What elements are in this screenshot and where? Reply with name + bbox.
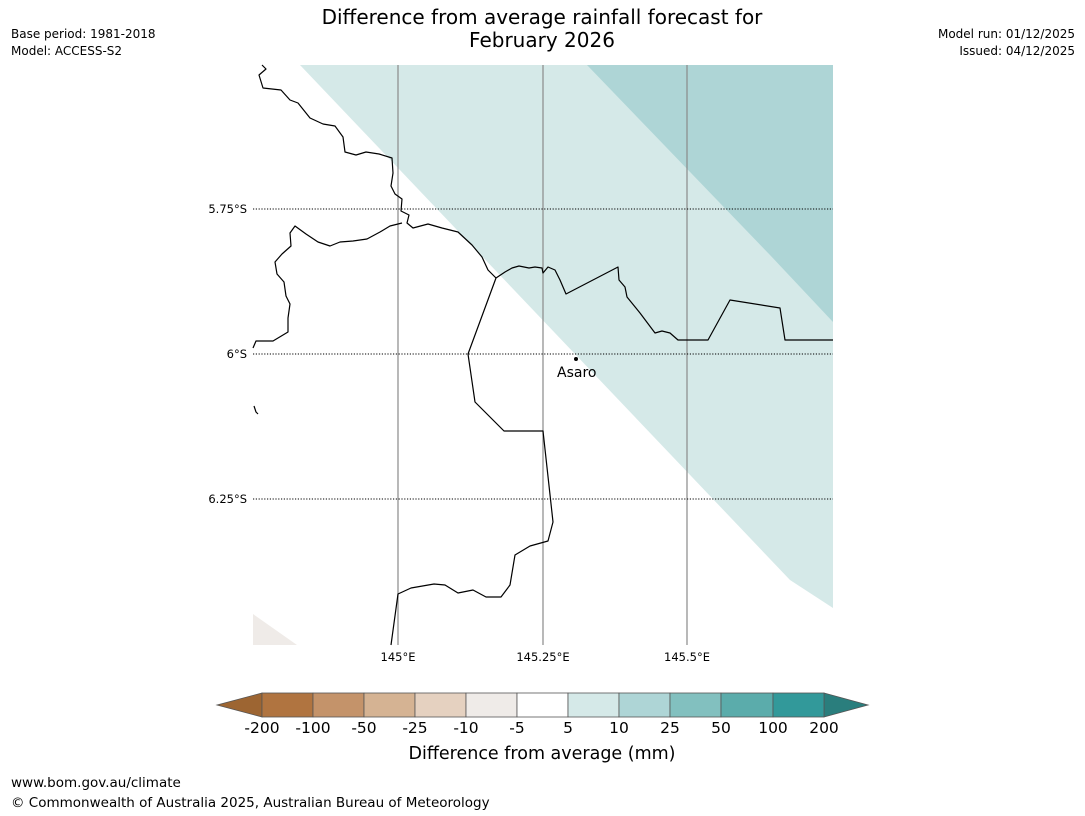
colorbar-tick: -200	[244, 719, 280, 737]
boundary-west	[390, 277, 554, 646]
colorbar-segment	[669, 692, 722, 718]
lat-label: 6°S	[226, 347, 247, 361]
region-5-to-10	[300, 65, 833, 608]
colorbar-segment	[414, 692, 467, 718]
meridian-lines	[397, 65, 688, 645]
boundary-fragment	[253, 405, 259, 415]
colorbar-tick: 50	[711, 719, 731, 737]
title-line-2: February 2026	[469, 28, 615, 52]
colorbar-tick: -5	[509, 719, 525, 737]
colorbar-tick: 200	[809, 719, 839, 737]
model-name: Model: ACCESS-S2	[11, 44, 123, 58]
boundary-northwest	[258, 64, 497, 279]
colorbar-segment	[618, 692, 671, 718]
colorbar-tick: -25	[402, 719, 428, 737]
footer-url[interactable]: www.bom.gov.au/climate	[11, 775, 181, 791]
base-period: Base period: 1981-2018	[11, 27, 156, 41]
colorbar-segment	[567, 692, 620, 718]
model-run: Model run: 01/12/2025	[937, 27, 1075, 41]
colorbar-segment	[516, 692, 569, 718]
title-line-1: Difference from average rainfall forecas…	[321, 5, 763, 29]
colorbar-tick: 5	[563, 719, 573, 737]
colorbar-tick: 100	[758, 719, 788, 737]
footer-copyright: © Commonwealth of Australia 2025, Austra…	[11, 795, 490, 811]
place-label-asaro: Asaro	[557, 365, 597, 381]
boundary-north-central	[495, 265, 833, 341]
colorbar-extend-high	[823, 692, 870, 718]
region-minus-10-to-minus-5	[253, 614, 297, 645]
colorbar-tick: 10	[609, 719, 629, 737]
colorbar-title: Difference from average (mm)	[408, 744, 676, 764]
colorbar	[215, 692, 870, 718]
colorbar-segment	[772, 692, 825, 718]
asaro-marker	[574, 357, 578, 361]
lon-label: 145°E	[380, 650, 416, 664]
region-10-to-25	[587, 65, 833, 322]
lon-label: 145.25°E	[516, 650, 570, 664]
colorbar-segment	[720, 692, 774, 718]
issued-date: Issued: 04/12/2025	[959, 44, 1075, 58]
meta-left: Base period: 1981-2018 Model: ACCESS-S2	[11, 26, 156, 60]
meta-right: Model run: 01/12/2025 Issued: 04/12/2025	[938, 26, 1075, 60]
lat-label: 5.75°S	[208, 202, 247, 216]
colorbar-segment	[465, 692, 518, 718]
colorbar-tick: -100	[295, 719, 331, 737]
chart-title: Difference from average rainfall forecas…	[242, 6, 842, 52]
colorbar-segment	[312, 692, 365, 718]
colorbar-extend-low	[215, 692, 263, 718]
colorbar-segment	[363, 692, 416, 718]
lon-label: 145.5°E	[664, 650, 710, 664]
colorbar-segment	[261, 692, 314, 718]
lat-label: 6.25°S	[208, 492, 247, 506]
colorbar-tick: 25	[660, 719, 680, 737]
boundary-western-lobe	[252, 222, 403, 349]
colorbar-tick: -50	[351, 719, 377, 737]
colorbar-tick: -10	[453, 719, 479, 737]
